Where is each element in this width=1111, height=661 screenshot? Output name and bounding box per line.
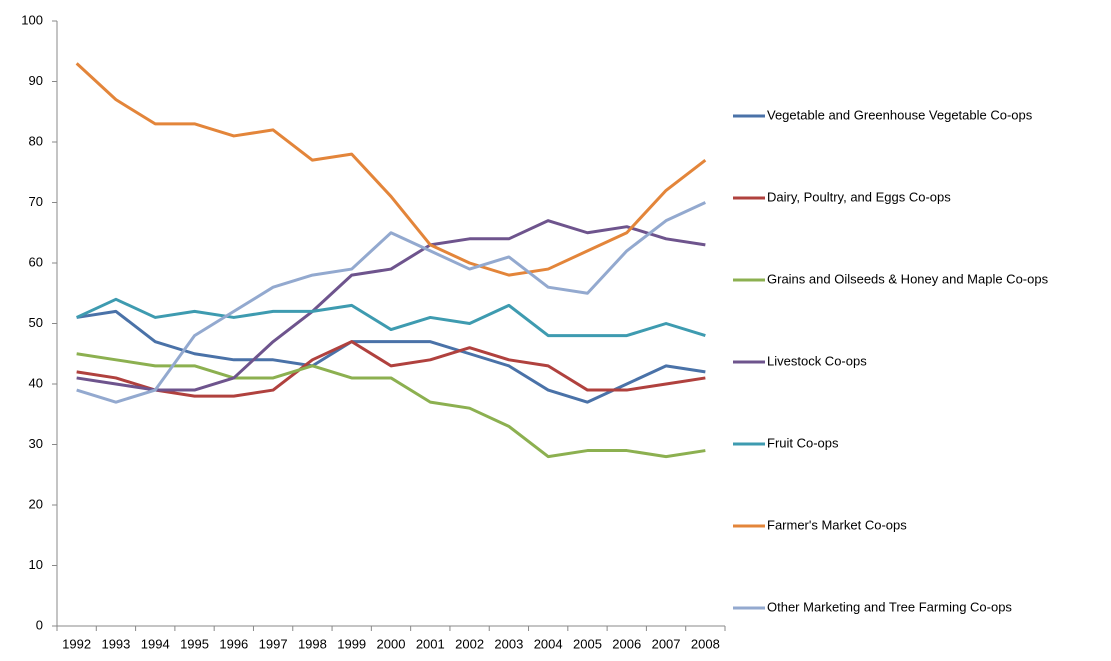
x-tick-label: 1999 — [337, 636, 366, 651]
series-line — [76, 219, 706, 392]
y-tick-label: 40 — [29, 375, 43, 390]
x-tick-label: 2003 — [494, 636, 523, 651]
legend-label: Farmer's Market Co-ops — [767, 517, 907, 532]
y-tick-label: 0 — [36, 617, 43, 632]
legend-label: Livestock Co-ops — [767, 353, 867, 368]
y-tick-label: 80 — [29, 133, 43, 148]
legend-label: Fruit Co-ops — [767, 435, 839, 450]
y-tick-label: 100 — [21, 12, 43, 27]
legend-label: Other Marketing and Tree Farming Co-ops — [767, 599, 1012, 614]
x-tick-label: 2002 — [455, 636, 484, 651]
y-tick-label: 60 — [29, 254, 43, 269]
series-line — [76, 309, 706, 404]
y-tick-label: 30 — [29, 436, 43, 451]
series-line — [75, 62, 707, 277]
x-tick-label: 2004 — [534, 636, 563, 651]
y-tick-label: 10 — [29, 557, 43, 572]
x-tick-label: 1994 — [141, 636, 170, 651]
x-tick-label: 1996 — [219, 636, 248, 651]
legend-label: Vegetable and Greenhouse Vegetable Co-op… — [767, 107, 1033, 122]
x-tick-label: 2000 — [377, 636, 406, 651]
x-tick-label: 2001 — [416, 636, 445, 651]
y-tick-label: 20 — [29, 496, 43, 511]
x-tick-label: 2006 — [612, 636, 641, 651]
series-line — [76, 340, 706, 398]
x-tick-label: 2008 — [691, 636, 720, 651]
series-line — [76, 297, 706, 338]
y-tick-label: 90 — [29, 73, 43, 88]
legend-label: Grains and Oilseeds & Honey and Maple Co… — [767, 271, 1049, 286]
x-tick-label: 2005 — [573, 636, 602, 651]
x-tick-label: 1992 — [62, 636, 91, 651]
x-tick-label: 1997 — [259, 636, 288, 651]
y-tick-label: 50 — [29, 315, 43, 330]
series-line — [76, 352, 706, 459]
y-tick-label: 70 — [29, 194, 43, 209]
x-tick-label: 2007 — [652, 636, 681, 651]
legend-label: Dairy, Poultry, and Eggs Co-ops — [767, 189, 951, 204]
x-tick-label: 1993 — [101, 636, 130, 651]
series-line — [76, 201, 706, 404]
x-tick-label: 1995 — [180, 636, 209, 651]
x-tick-label: 1998 — [298, 636, 327, 651]
